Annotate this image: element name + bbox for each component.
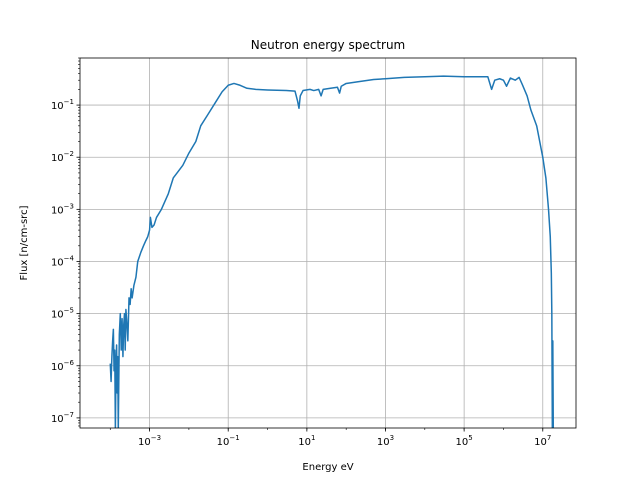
y-tick-label: 10−5 bbox=[51, 307, 74, 321]
plot-area bbox=[109, 75, 555, 428]
y-tick-label: 10−7 bbox=[51, 411, 74, 425]
series-line bbox=[109, 75, 555, 428]
y-tick-label: 10−3 bbox=[51, 202, 74, 216]
x-axis: 10−3 10−1 101 103 105 107 bbox=[109, 428, 551, 448]
x-tick-label: 103 bbox=[377, 434, 394, 448]
y-axis: 10−7 10−6 10−5 10−4 10−3 10−2 10−1 bbox=[51, 57, 80, 427]
x-tick-label: 101 bbox=[298, 434, 315, 448]
plot-frame bbox=[79, 57, 577, 429]
x-tick-label: 105 bbox=[456, 434, 473, 448]
y-tick-label: 10−4 bbox=[51, 254, 75, 268]
y-axis-title: Flux [n/cm-src] bbox=[19, 205, 30, 280]
x-tick-label: 10−3 bbox=[138, 434, 161, 448]
x-tick-label: 107 bbox=[534, 434, 551, 448]
y-tick-label: 10−6 bbox=[51, 359, 75, 373]
y-tick-label: 10−1 bbox=[51, 98, 74, 112]
y-tick-label: 10−2 bbox=[51, 150, 74, 164]
chart-title: Neutron energy spectrum bbox=[251, 38, 406, 52]
x-tick-label: 10−1 bbox=[217, 434, 240, 448]
x-axis-title: Energy eV bbox=[302, 462, 353, 473]
grid bbox=[80, 58, 576, 428]
